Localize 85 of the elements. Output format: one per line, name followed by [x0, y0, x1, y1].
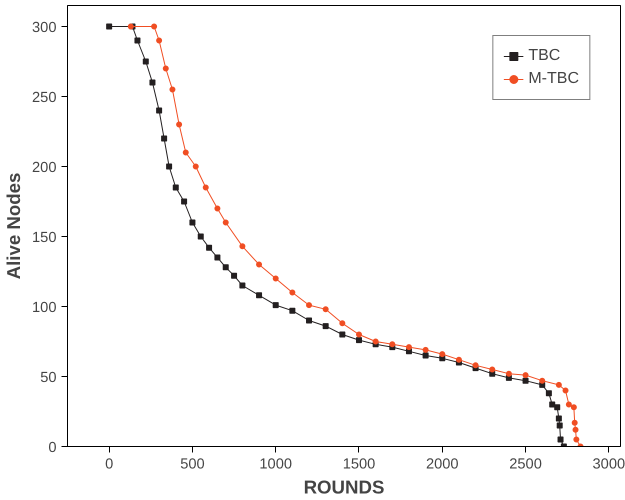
point	[198, 234, 204, 240]
y-axis-title: Alive Nodes	[3, 172, 24, 280]
point	[356, 337, 362, 344]
point	[149, 80, 156, 86]
point	[522, 372, 529, 378]
point	[239, 243, 246, 250]
legend-label: M-TBC	[528, 70, 579, 88]
x-tick-label: 500	[180, 456, 205, 472]
point	[389, 341, 396, 348]
point	[239, 282, 246, 288]
point	[549, 402, 556, 408]
point	[182, 150, 189, 156]
point	[151, 24, 158, 30]
point	[322, 306, 329, 312]
point	[406, 344, 412, 350]
point	[506, 370, 512, 377]
point	[214, 254, 220, 260]
point	[256, 262, 262, 268]
y-tick-label: 250	[32, 90, 57, 106]
point	[106, 24, 112, 30]
point	[231, 272, 238, 279]
y-tick-label: 300	[32, 20, 57, 36]
point	[306, 302, 312, 308]
point	[422, 346, 429, 353]
point	[339, 320, 346, 326]
point	[322, 323, 329, 330]
x-tick-label: 1000	[259, 456, 292, 472]
x-tick-label: 1500	[342, 456, 376, 472]
point	[562, 388, 569, 394]
y-tick-label: 200	[32, 160, 57, 176]
point	[556, 416, 562, 422]
legend-label: TBC	[528, 47, 560, 65]
point	[189, 220, 196, 226]
y-tick-label: 50	[40, 370, 57, 386]
y-tick-label: 100	[32, 300, 57, 316]
point	[169, 86, 176, 92]
point	[272, 276, 279, 282]
point	[256, 292, 262, 298]
point	[556, 422, 563, 428]
point	[166, 164, 172, 170]
point	[554, 404, 560, 410]
x-tick-label: 0	[105, 456, 114, 472]
point	[422, 352, 429, 358]
point	[162, 66, 169, 72]
point	[222, 264, 229, 270]
point	[161, 136, 168, 142]
point	[573, 436, 580, 442]
point	[206, 244, 212, 251]
point	[156, 108, 162, 114]
point	[522, 378, 529, 384]
point	[289, 290, 296, 296]
point	[439, 351, 446, 358]
point	[134, 38, 140, 44]
point	[156, 38, 162, 44]
point	[456, 356, 462, 363]
point	[214, 206, 220, 212]
point	[558, 436, 564, 442]
point	[202, 184, 209, 190]
point	[289, 308, 296, 314]
y-tick-label: 0	[48, 440, 57, 456]
point	[339, 332, 346, 338]
point	[489, 366, 496, 372]
point	[181, 198, 188, 204]
x-tick-label: 2000	[426, 456, 459, 472]
point	[222, 220, 229, 226]
point	[546, 390, 552, 396]
point	[306, 318, 312, 324]
x-axis-title: ROUNDS	[304, 476, 384, 498]
point	[176, 122, 182, 128]
point	[472, 362, 479, 368]
x-tick-label: 3000	[592, 456, 625, 472]
point	[172, 184, 179, 190]
point	[539, 378, 546, 384]
point	[192, 164, 199, 170]
point	[142, 58, 149, 64]
point	[566, 402, 572, 408]
point	[556, 382, 562, 388]
point	[272, 302, 279, 308]
point	[572, 426, 579, 433]
point	[356, 332, 362, 338]
point	[570, 404, 577, 410]
point	[572, 420, 578, 426]
x-tick-label: 2500	[509, 456, 542, 472]
y-tick-label: 150	[32, 230, 57, 246]
point	[372, 338, 379, 344]
